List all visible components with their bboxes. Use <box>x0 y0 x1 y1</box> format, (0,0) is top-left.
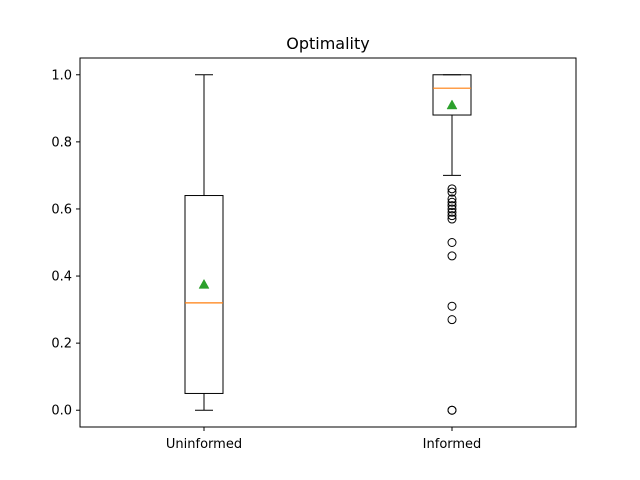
x-tick-label: Uninformed <box>166 437 242 452</box>
y-tick-label: 0.8 <box>51 135 72 150</box>
iqr-box <box>184 195 224 394</box>
chart-title: Optimality <box>286 34 370 53</box>
outlier-point <box>447 197 457 207</box>
mean-marker <box>198 278 210 289</box>
outlier-point <box>447 238 457 247</box>
outlier-point <box>447 201 457 211</box>
outlier-point <box>447 405 457 415</box>
box-group <box>432 74 472 415</box>
outlier-point <box>447 194 457 204</box>
y-tick-label: 1.0 <box>51 68 72 83</box>
outlier-point <box>447 301 457 311</box>
outlier-point <box>447 214 457 224</box>
outlier-point <box>447 315 457 325</box>
mean-marker <box>446 99 458 110</box>
outlier-point <box>447 207 457 217</box>
y-tick-label: 0.4 <box>51 270 72 285</box>
box-group <box>184 74 224 411</box>
outlier-point <box>447 251 457 261</box>
plot-area-frame <box>79 57 577 428</box>
outlier-point <box>447 187 457 197</box>
axes-layer: 0.0 0.2 0.4 0.6 0.8 1.0 Uninformed Informed <box>51 68 481 452</box>
outlier-point <box>447 211 457 221</box>
iqr-box <box>432 74 472 116</box>
outlier-point <box>447 204 457 214</box>
y-tick-label: 0.2 <box>51 337 72 352</box>
y-tick-label: 0.0 <box>51 404 72 419</box>
y-tick-label: 0.6 <box>51 202 72 217</box>
boxes-layer <box>184 74 472 415</box>
outlier-point <box>447 184 457 194</box>
x-tick-label: Informed <box>423 437 482 452</box>
